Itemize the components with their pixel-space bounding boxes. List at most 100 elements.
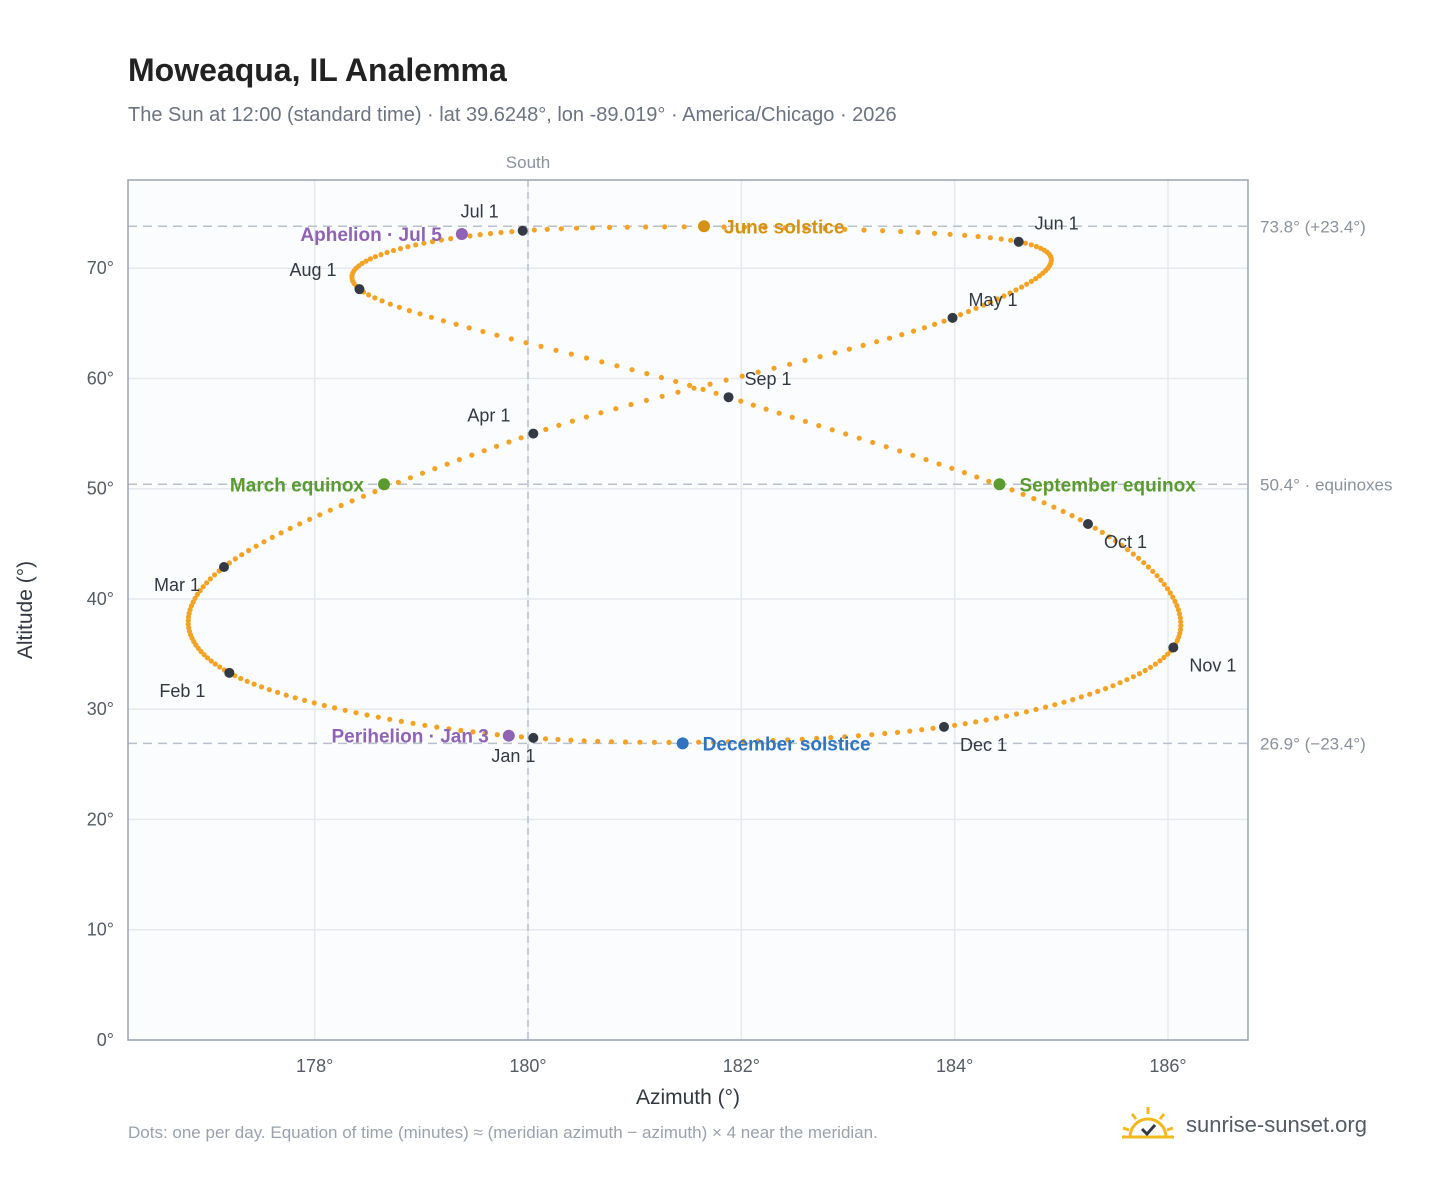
daily-point — [614, 363, 620, 369]
daily-point — [444, 461, 450, 467]
daily-point — [1041, 500, 1047, 506]
daily-point — [1013, 711, 1020, 717]
month-point — [1168, 642, 1179, 653]
daily-point — [687, 382, 693, 388]
daily-point — [363, 258, 369, 264]
daily-point — [387, 716, 393, 722]
month-point — [219, 562, 229, 572]
daily-point — [509, 229, 515, 235]
daily-point — [624, 224, 630, 230]
daily-point — [410, 720, 416, 727]
daily-point — [770, 737, 776, 744]
daily-point — [261, 539, 267, 545]
daily-point — [372, 254, 378, 260]
month-label: Jan 1 — [491, 746, 535, 766]
daily-point — [251, 681, 257, 687]
daily-point — [244, 678, 250, 684]
daily-point — [802, 418, 809, 424]
daily-point — [993, 715, 1000, 721]
daily-point — [518, 734, 525, 740]
daily-point — [629, 367, 635, 373]
event-point — [502, 729, 515, 742]
daily-point — [1152, 661, 1158, 667]
brand[interactable]: sunrise-sunset.org — [1120, 1100, 1367, 1150]
daily-point — [994, 296, 1001, 302]
daily-point — [957, 312, 964, 318]
daily-point — [1008, 237, 1014, 243]
daily-point — [910, 452, 916, 458]
daily-point — [675, 389, 681, 395]
daily-point — [1119, 542, 1125, 548]
daily-point — [302, 697, 308, 704]
y-tick-label: 10° — [87, 920, 114, 940]
y-axis-label: Altitude (°) — [14, 561, 37, 659]
daily-point — [307, 516, 313, 523]
plot-area — [128, 180, 1248, 1040]
daily-point — [311, 700, 317, 706]
daily-point — [364, 712, 370, 718]
daily-point — [446, 726, 452, 732]
daily-point — [980, 302, 987, 308]
month-point — [1013, 236, 1024, 247]
daily-point — [1164, 586, 1171, 592]
daily-point — [1158, 577, 1164, 583]
event-label: June solstice — [724, 217, 844, 238]
daily-point — [253, 543, 259, 549]
daily-point — [1028, 242, 1034, 248]
meridian-label: South — [506, 153, 550, 172]
y-tick-label: 50° — [87, 479, 114, 499]
daily-point — [919, 727, 925, 733]
daily-point — [986, 478, 992, 484]
daily-point — [1165, 651, 1171, 657]
daily-point — [1060, 508, 1066, 514]
daily-point — [776, 410, 782, 416]
daily-point — [349, 498, 355, 504]
month-label: Dec 1 — [960, 735, 1007, 755]
daily-point — [1052, 702, 1058, 708]
daily-point — [842, 734, 848, 740]
daily-point — [201, 652, 207, 658]
daily-point — [898, 228, 904, 235]
daily-point — [1145, 564, 1151, 570]
daily-point — [802, 225, 808, 231]
y-tick-label: 0° — [97, 1030, 114, 1050]
brand-name: sunrise-sunset.org — [1186, 1112, 1367, 1137]
daily-point — [931, 230, 938, 236]
daily-point — [1161, 654, 1167, 661]
daily-point — [799, 736, 805, 742]
daily-point — [974, 474, 980, 480]
plot-frame — [127, 179, 1249, 1041]
daily-point — [494, 332, 500, 338]
daily-point — [428, 314, 434, 320]
daily-point — [204, 655, 211, 661]
daily-point — [595, 738, 601, 744]
daily-point — [396, 304, 402, 310]
daily-point — [1078, 694, 1084, 700]
month-label: May 1 — [969, 290, 1018, 310]
daily-point — [1136, 555, 1142, 561]
daily-point — [762, 224, 768, 231]
daily-point — [327, 507, 333, 513]
daily-point — [379, 298, 385, 304]
daily-point — [952, 722, 958, 728]
daily-point — [643, 224, 649, 230]
daily-point — [1033, 706, 1039, 713]
daily-point — [637, 739, 643, 745]
daily-point — [212, 661, 218, 667]
daily-point — [204, 580, 210, 586]
daily-point — [882, 730, 888, 737]
daily-point — [816, 423, 822, 429]
daily-point — [721, 224, 727, 230]
daily-point — [246, 547, 252, 554]
footnote: Dots: one per day. Equation of time (min… — [128, 1123, 878, 1142]
daily-point — [673, 378, 679, 385]
daily-point — [1028, 278, 1034, 284]
daily-point — [843, 431, 849, 437]
daily-point — [375, 714, 381, 720]
month-label: Feb 1 — [159, 681, 205, 701]
daily-point — [1117, 680, 1123, 686]
daily-point — [921, 325, 928, 331]
daily-point — [965, 308, 972, 315]
daily-point — [387, 301, 393, 307]
daily-point — [932, 321, 938, 327]
